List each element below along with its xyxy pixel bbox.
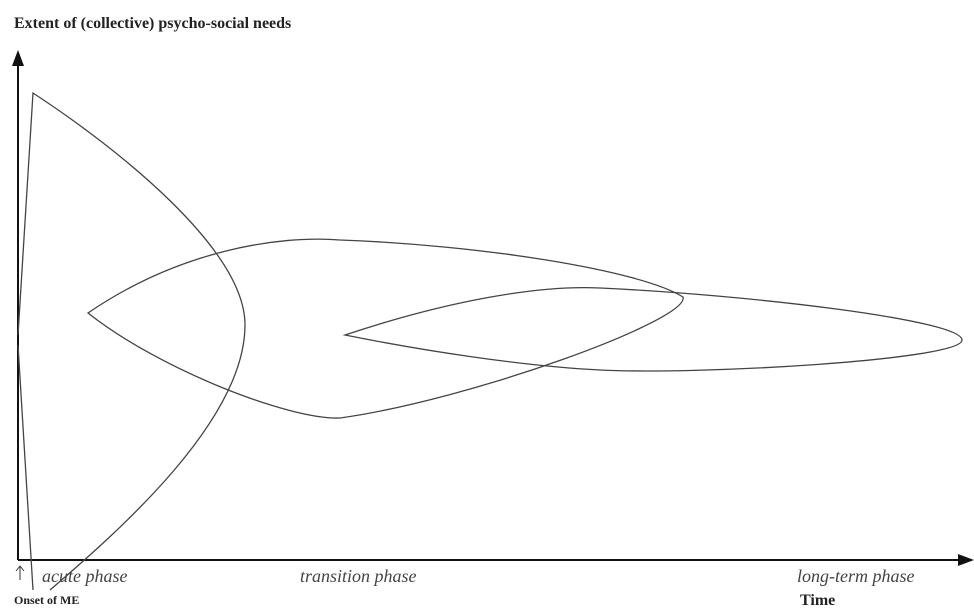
phase-label: transition phase: [300, 566, 417, 586]
acute-loop: [17, 91, 246, 591]
y-axis-arrow: [12, 50, 24, 66]
onset-arrow-head: [15, 565, 25, 572]
phase-label: long-term phase: [797, 566, 914, 586]
phase-label: acute phase: [42, 566, 127, 586]
transition-loop: [86, 238, 684, 419]
x-axis-arrow: [958, 554, 974, 566]
long-term-loop: [342, 287, 963, 372]
onset-label: Onset of ME: [14, 593, 79, 607]
y-axis-title: Extent of (collective) psycho-social nee…: [14, 15, 291, 32]
x-axis-title: Time: [800, 592, 835, 609]
